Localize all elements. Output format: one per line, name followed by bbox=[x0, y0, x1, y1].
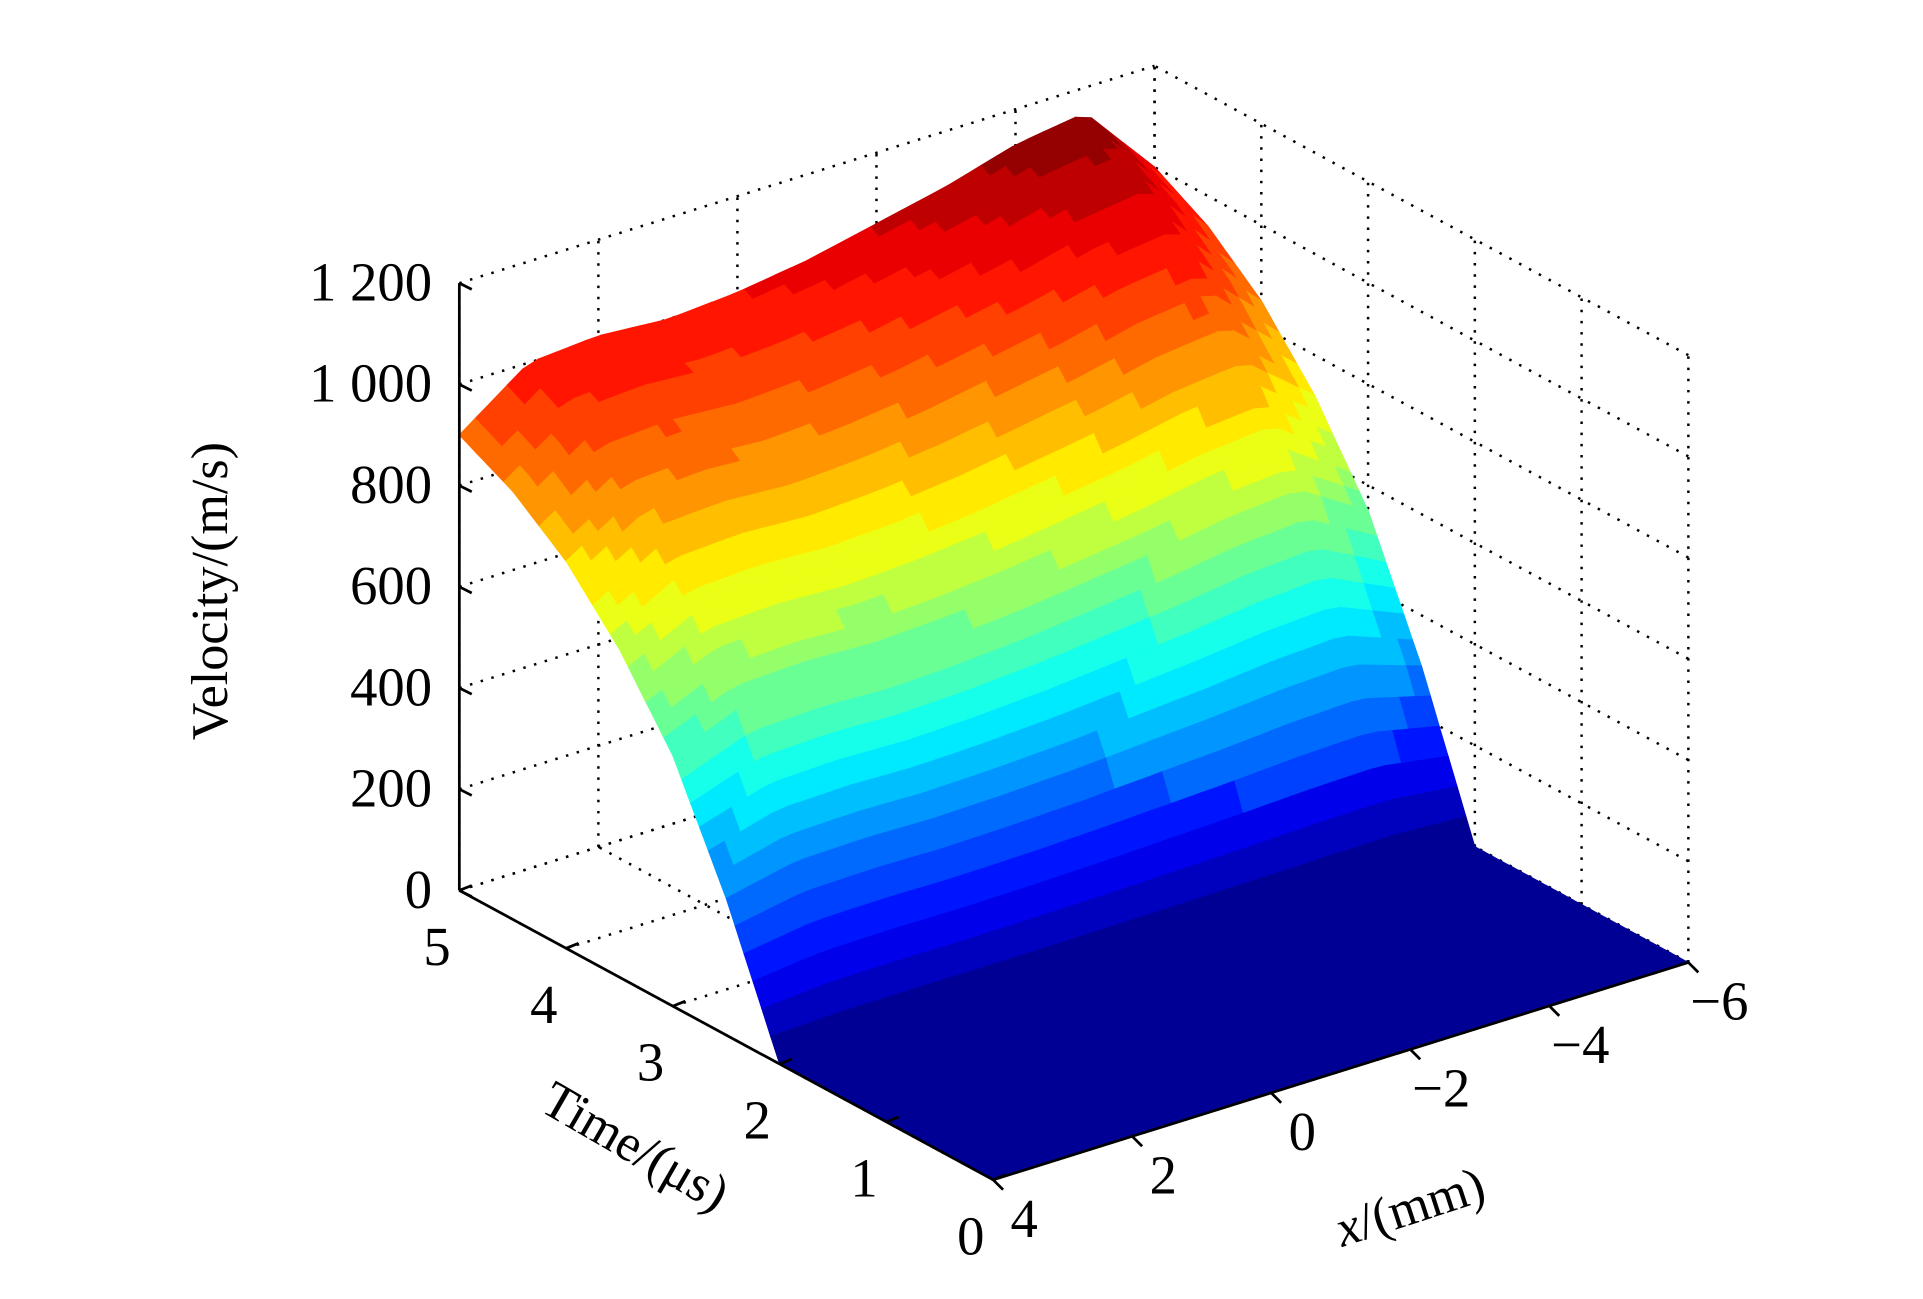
z-tick-label: 1 200 bbox=[309, 252, 432, 313]
x-tick-label: 4 bbox=[1011, 1188, 1038, 1249]
time-tick bbox=[779, 1057, 793, 1066]
z-tick-label: 0 bbox=[405, 859, 432, 920]
time-tick bbox=[992, 1173, 1007, 1182]
grid-line-side-horizontal bbox=[1153, 469, 1689, 762]
x-tick bbox=[1131, 1135, 1144, 1148]
z-tick bbox=[458, 383, 473, 392]
z-tick-label: 400 bbox=[350, 656, 432, 717]
z-tick bbox=[458, 686, 473, 696]
z-tick bbox=[458, 889, 473, 898]
time-tick bbox=[672, 999, 686, 1008]
x-tick-label: −6 bbox=[1690, 971, 1748, 1032]
x-axis-title-unit: /(mm) bbox=[1350, 1157, 1492, 1251]
grid-line-side-horizontal bbox=[1153, 368, 1689, 660]
z-tick bbox=[458, 281, 473, 291]
time-tick bbox=[458, 884, 473, 892]
x-tick-label: 0 bbox=[1289, 1101, 1316, 1162]
time-axis-title: Time/(μs) bbox=[532, 1071, 739, 1223]
z-tick bbox=[458, 787, 473, 797]
grid-line-side-horizontal bbox=[1153, 267, 1689, 559]
time-tick-label: 3 bbox=[637, 1032, 664, 1093]
time-tick-label: 1 bbox=[850, 1147, 877, 1208]
x-tick bbox=[1687, 961, 1700, 974]
z-tick-label: 200 bbox=[350, 758, 432, 819]
time-tick bbox=[885, 1115, 900, 1124]
time-tick bbox=[565, 942, 580, 950]
time-tick-label: 2 bbox=[744, 1090, 771, 1151]
z-tick-label: 1 000 bbox=[309, 353, 432, 414]
grid-line-side-horizontal bbox=[1153, 64, 1689, 357]
x-tick bbox=[1270, 1091, 1283, 1104]
axes bbox=[457, 281, 1700, 1191]
z-axis-title: Velocity/(m/s) bbox=[182, 442, 239, 740]
x-tick-label: 2 bbox=[1150, 1144, 1177, 1205]
z-tick-label: 800 bbox=[350, 454, 432, 515]
z-tick-label: 600 bbox=[350, 555, 432, 616]
x-tick bbox=[1409, 1048, 1422, 1061]
x-tick bbox=[992, 1178, 1005, 1191]
x-axis-line bbox=[992, 961, 1689, 1182]
surface bbox=[458, 116, 1690, 1181]
x-tick-label: −2 bbox=[1412, 1058, 1470, 1119]
x-tick-label: −4 bbox=[1551, 1014, 1609, 1075]
time-tick-label: 5 bbox=[423, 916, 450, 977]
grid-line-side-horizontal bbox=[1153, 165, 1689, 458]
time-tick-label: 0 bbox=[957, 1205, 984, 1266]
time-tick-label: 4 bbox=[530, 974, 557, 1035]
tick-labels: 0 200 400 600 800 1 000 1 200 0 1 2 3 4 5 4 2 0 −2 −4 −6 bbox=[309, 252, 1748, 1267]
z-tick bbox=[458, 484, 473, 494]
z-tick bbox=[458, 585, 473, 595]
time-axis-line bbox=[458, 889, 994, 1181]
x-tick bbox=[1548, 1004, 1561, 1017]
x-axis-title: x/(mm) bbox=[1327, 1157, 1491, 1259]
